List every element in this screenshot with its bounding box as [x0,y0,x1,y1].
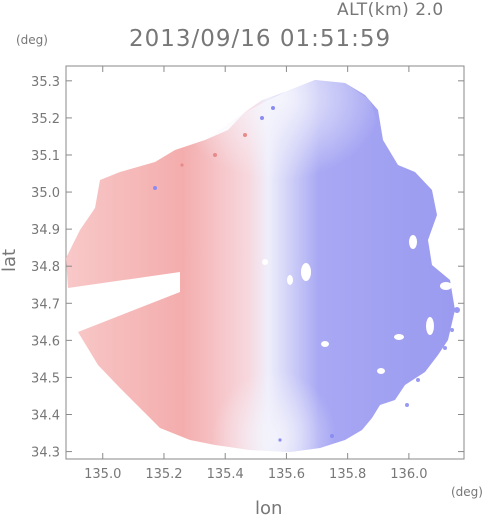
y-tick-label: 34.3 [31,446,60,461]
x-axis-label: lon [255,498,283,519]
chart-title: 2013/09/16 01:51:59 [129,26,392,52]
y-tick-label: 35.3 [31,75,60,90]
y-tick-label: 34.7 [31,297,60,312]
radar-echo-top-neutral [150,80,383,262]
x-tick-label: 135.4 [207,467,244,482]
echo-blue-specks [153,106,334,442]
x-tick-label: 135.0 [84,467,121,482]
altitude-label: ALT(km) 2.0 [337,0,444,20]
radar-echo-bottom-neutral [190,262,365,452]
radar-center [262,259,268,265]
x-axis-ticks: 135.0 135.2 135.4 135.6 135.8 136.0 [84,66,428,482]
y-tick-label: 34.6 [31,334,60,349]
x-tick-label: 135.8 [329,467,366,482]
echo-speckles [405,307,460,407]
echo-gaps [287,235,452,374]
y-axis-label: lat [0,248,21,273]
x-axis-unit: (deg) [451,485,483,499]
x-tick-label: 135.2 [145,467,182,482]
y-tick-label: 35.2 [31,112,60,127]
echo-red-specks [180,133,247,167]
y-tick-label: 34.8 [31,260,60,275]
y-tick-label: 34.9 [31,223,60,238]
x-tick-label: 136.0 [390,467,427,482]
radar-field [66,80,460,452]
x-tick-label: 135.6 [268,467,305,482]
y-axis-ticks: 35.3 35.2 35.1 35.0 34.9 34.8 34.7 34.6 34.5 34.4… [31,75,464,461]
y-tick-label: 35.1 [31,149,60,164]
y-tick-label: 35.0 [31,186,60,201]
y-tick-label: 34.4 [31,409,60,424]
y-tick-label: 34.5 [31,371,60,386]
y-axis-unit: (deg) [16,33,48,47]
